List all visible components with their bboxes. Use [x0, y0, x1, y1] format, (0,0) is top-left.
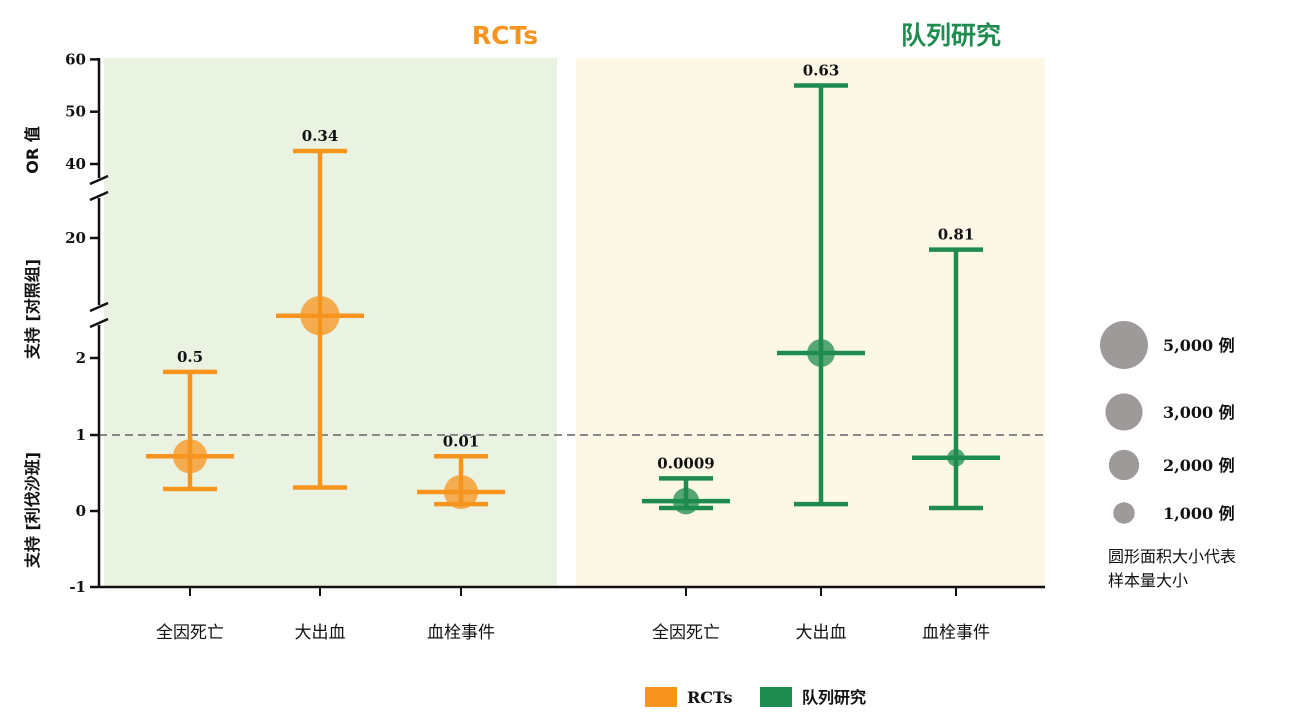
category-label: 血栓事件 — [427, 623, 495, 643]
size-legend-label: 5,000 例 — [1163, 336, 1235, 355]
error-bar: 0.81 — [912, 226, 1000, 511]
error-bar: 0.0009 — [642, 454, 730, 515]
y-tick-label: -1 — [69, 578, 86, 596]
y-axis-labels: OR 值支持 [对照组] 支持 [利伐沙班] — [23, 126, 42, 569]
p-value-label: 0.81 — [938, 226, 975, 244]
y-tick-label: 60 — [65, 50, 86, 68]
p-value-label: 0.0009 — [657, 454, 714, 472]
panel-title: 队列研究 — [901, 21, 1001, 50]
error-bar: 0.01 — [417, 432, 505, 510]
error-bar: 0.5 — [146, 348, 234, 492]
category-label: 全因死亡 — [156, 623, 224, 643]
category-labels: 全因死亡 大出血 血栓事件 全因死亡 大出血 血栓事件 — [99, 585, 1045, 643]
size-legend-circle — [1113, 502, 1135, 524]
axis-break-mark — [89, 301, 109, 313]
error-bar: 0.34 — [276, 127, 364, 490]
p-value-label: 0.01 — [443, 432, 480, 450]
p-value-label: 0.5 — [177, 348, 203, 366]
p-value-label: 0.63 — [803, 62, 840, 80]
size-legend-label: 3,000 例 — [1163, 403, 1235, 422]
legend-swatch — [645, 687, 677, 707]
error-bars: 0.5 0.34 0.01 0.0009 0.63 0.81 — [146, 62, 1000, 515]
legend-label: RCTs — [687, 688, 732, 707]
size-legend: 5,000 例 3,000 例 2,000 例 1,000 例圆形面积大小代表样本量大… — [1100, 321, 1236, 590]
size-legend-circle — [1105, 393, 1143, 431]
y-tick-label: 50 — [65, 103, 86, 121]
y-tick-label: 20 — [65, 229, 86, 247]
y-tick-label: 40 — [65, 155, 86, 173]
y-axis: 60 50 40 20 2 1 0 -1 — [65, 50, 109, 596]
panel-titles: RCTs 队列研究 — [472, 21, 1001, 50]
size-legend-circle — [1100, 321, 1148, 369]
y-axis-title: OR 值 — [23, 126, 42, 174]
panel-title: RCTs — [472, 21, 538, 50]
axis-break-mark — [89, 174, 109, 186]
size-legend-circle — [1108, 449, 1140, 481]
side-label-control: 支持 [对照组] — [23, 259, 42, 360]
size-legend-label: 2,000 例 — [1163, 456, 1235, 475]
legend-label: 队列研究 — [802, 688, 866, 707]
axis-break-mark — [89, 190, 109, 202]
y-tick-label: 2 — [76, 349, 86, 367]
size-legend-note: 圆形面积大小代表 — [1108, 547, 1236, 566]
p-value-label: 0.34 — [302, 127, 339, 145]
legend-swatch — [760, 687, 792, 707]
axis-break-mark — [89, 317, 109, 329]
legend: RCTs 队列研究 — [645, 687, 866, 707]
category-label: 全因死亡 — [652, 623, 720, 643]
size-legend-label: 1,000 例 — [1163, 504, 1235, 523]
category-label: 大出血 — [796, 623, 847, 643]
panel-backgrounds — [104, 58, 1045, 587]
side-label-rivaroxaban: 支持 [利伐沙班] — [23, 452, 42, 569]
category-label: 血栓事件 — [922, 623, 990, 643]
y-tick-label: 0 — [76, 502, 86, 520]
size-legend-note: 样本量大小 — [1108, 571, 1188, 590]
error-bar: 0.63 — [777, 62, 865, 507]
y-tick-label: 1 — [76, 426, 86, 444]
panel-background — [576, 58, 1045, 587]
category-label: 大出血 — [295, 623, 346, 643]
